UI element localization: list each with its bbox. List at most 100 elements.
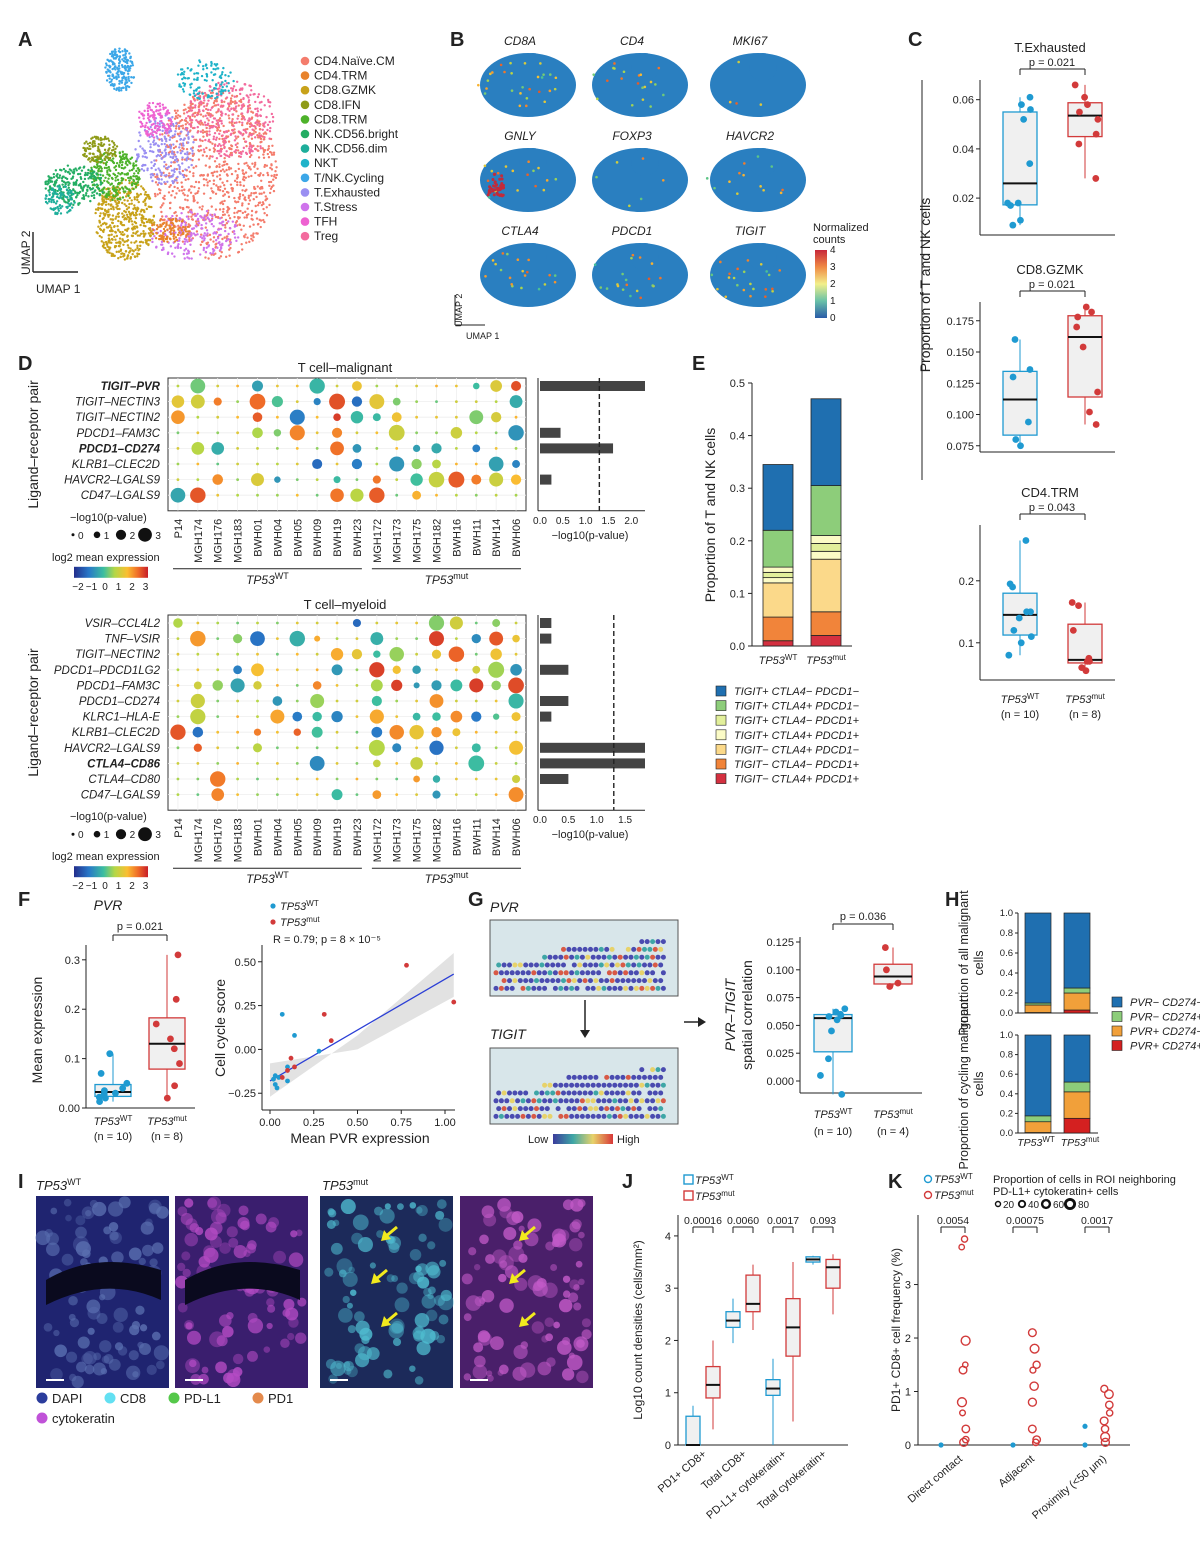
spatial-spot-tigit [623, 1113, 629, 1119]
umap-cell [218, 119, 222, 123]
umap-cell [172, 124, 175, 128]
expression-dot [779, 191, 783, 195]
expression-dot [771, 287, 774, 291]
umap-cell [260, 192, 263, 195]
umap-cell [132, 207, 135, 211]
interaction-dot [490, 380, 503, 392]
umap-cell [117, 88, 121, 91]
umap-cell [268, 184, 271, 187]
umap-silhouette [749, 53, 777, 81]
umap-cell [148, 239, 152, 242]
umap-cell [64, 182, 67, 186]
umap-cell [262, 122, 265, 125]
umap-cell [238, 92, 242, 96]
umap-cell [149, 145, 152, 149]
umap-cell [252, 93, 255, 96]
expression-dot [510, 72, 513, 75]
point-wt [1026, 93, 1034, 101]
point-wt [841, 1005, 849, 1013]
expression-dot [615, 161, 619, 164]
umap-cell [241, 194, 245, 197]
umap-cell [229, 241, 233, 244]
cell-stain [139, 1324, 148, 1332]
umap-cell [214, 192, 218, 196]
umap-cell [233, 179, 237, 183]
umap-cell [70, 189, 73, 193]
p-value: p = 0.021 [117, 921, 163, 933]
umap-cell [271, 115, 275, 119]
legend-swatch [300, 115, 310, 124]
size-key [93, 531, 101, 539]
dotplot-title: T cell–myeloid [304, 597, 387, 612]
umap-cell [139, 193, 143, 196]
umap-cell [67, 193, 70, 196]
expression-dot [630, 103, 634, 107]
spatial-spot-tigit [593, 1106, 599, 1112]
umap-cell [182, 112, 186, 115]
umap-cell [101, 244, 105, 248]
umap-cell [186, 151, 189, 154]
umap-cell [147, 243, 150, 247]
color-legend-tick: −2 [72, 881, 84, 892]
umap-cell [172, 155, 175, 158]
legend-label: PVR+ CD274− [1130, 1026, 1200, 1038]
umap-cell [217, 152, 221, 155]
umap-cell [175, 192, 178, 195]
cell-stain [113, 1307, 128, 1323]
umap-cell [178, 146, 181, 149]
umap-cell [230, 132, 233, 136]
spatial-spot-pvr [585, 954, 591, 960]
spatial-spot-tigit [628, 1113, 634, 1119]
umap-cell [197, 221, 200, 225]
color-legend-tick: 0 [102, 881, 108, 892]
umap-cell [233, 206, 237, 210]
umap-cell [103, 179, 106, 182]
cell-stain [177, 1302, 188, 1313]
umap-cell [210, 205, 213, 208]
interaction-dot [490, 648, 502, 660]
tick-label: 0.100 [766, 965, 794, 977]
spatial-spot-tigit [515, 1098, 521, 1104]
umap-cell [187, 211, 190, 214]
umap-cell [238, 192, 242, 196]
umap-cell [225, 85, 229, 88]
umap-cell [244, 198, 247, 202]
point-wt [828, 1027, 835, 1035]
umap-cell [122, 223, 126, 227]
expression-dot [503, 70, 506, 74]
point-mut [1085, 654, 1093, 662]
umap-cell [221, 70, 224, 74]
umap-cell [219, 177, 222, 181]
umap-cell [70, 206, 74, 209]
spatial-spot-pvr [604, 978, 610, 984]
interaction-dot [315, 431, 319, 435]
umap-cell [266, 128, 269, 132]
tick-label: 0.75 [391, 1117, 412, 1129]
umap-cell [228, 121, 231, 124]
umap-cell [254, 130, 257, 134]
expression-dot [595, 175, 598, 179]
spatial-spot-pvr [552, 970, 558, 976]
umap-cell [163, 174, 166, 177]
umap-cell [189, 158, 192, 161]
umap-silhouette [592, 53, 688, 117]
spatial-spot-pvr [534, 962, 539, 968]
umap-cell [66, 198, 70, 201]
umap-cell [124, 195, 128, 198]
umap-cell [180, 229, 184, 232]
umap-cell [142, 169, 146, 172]
interaction-dot [352, 444, 362, 453]
umap-cell [259, 108, 263, 111]
spatial-spot-pvr [615, 978, 620, 984]
interaction-dot [474, 777, 478, 781]
umap-cell [212, 147, 216, 150]
umap-cell [107, 139, 111, 142]
umap-cell [196, 131, 199, 134]
umap-cell [201, 129, 205, 132]
interaction-dot [395, 762, 399, 765]
cell-stain [237, 1217, 250, 1230]
umap-cell [170, 169, 174, 172]
interaction-dot [392, 397, 401, 406]
umap-cell [246, 207, 249, 210]
interaction-dot [355, 777, 359, 781]
